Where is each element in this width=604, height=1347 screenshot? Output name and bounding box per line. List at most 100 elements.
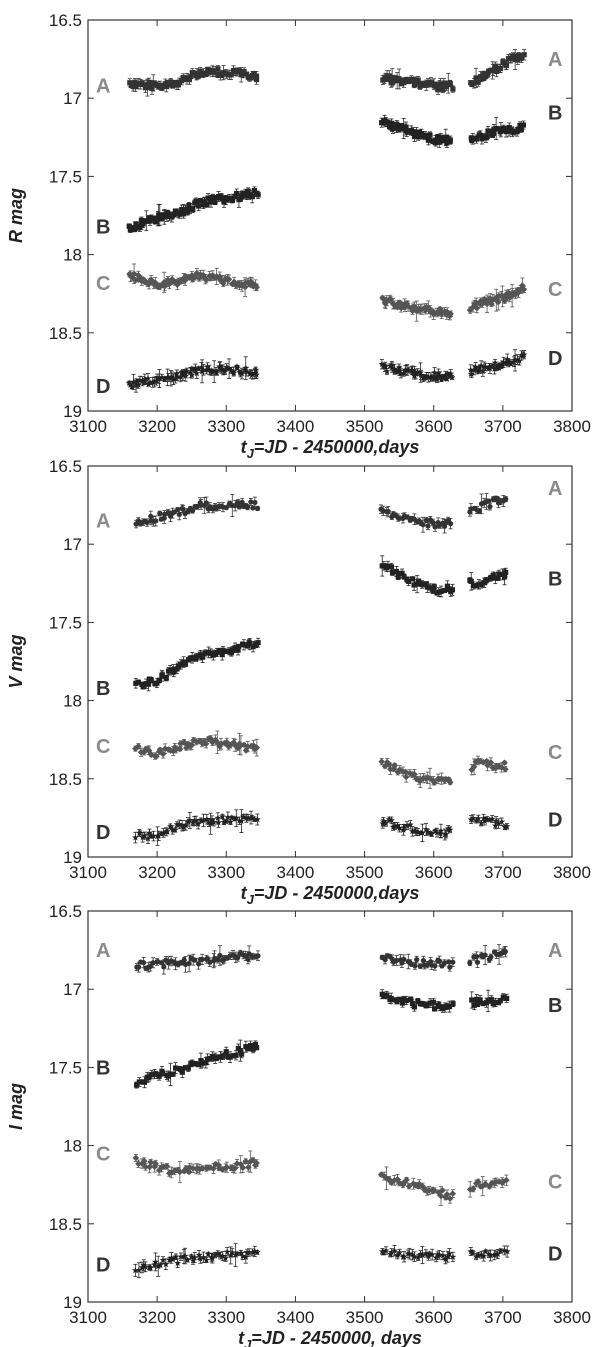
- data-point-b: [133, 221, 139, 227]
- data-point-d: [191, 366, 199, 374]
- data-point-a: [254, 505, 261, 512]
- data-point-d: [128, 383, 136, 390]
- series-label-right-a: A: [548, 49, 562, 71]
- panel-3: 3100 3200 3300 3400 3500 3600 3700 3800 16.5 17 17…: [6, 902, 591, 1347]
- data-point-c: [470, 763, 478, 771]
- data-point-b: [153, 1071, 159, 1077]
- data-point-b: [232, 645, 238, 651]
- data-point-c: [250, 742, 257, 749]
- data-point-a: [450, 959, 456, 965]
- data-point-b: [389, 570, 396, 576]
- data-point-d: [408, 827, 416, 835]
- data-point-c: [135, 271, 142, 279]
- x-tick-label: 3300: [207, 417, 245, 436]
- data-point-d: [244, 814, 252, 821]
- y-tick-label: 19: [63, 848, 82, 867]
- data-point-b: [410, 576, 416, 582]
- x-tick-label: 3200: [138, 1308, 176, 1327]
- data-point-a: [153, 518, 159, 524]
- data-point-c: [443, 308, 451, 316]
- y-tick-label: 18: [63, 1137, 82, 1156]
- data-point-b: [182, 661, 189, 667]
- data-point-d: [145, 380, 152, 388]
- data-point-c: [424, 304, 432, 311]
- data-point-c: [495, 762, 503, 770]
- data-point-d: [489, 362, 497, 369]
- data-point-a: [144, 519, 150, 526]
- data-point-d: [213, 368, 221, 376]
- data-point-a: [473, 75, 479, 81]
- data-point-d: [177, 373, 185, 381]
- data-point-d: [400, 369, 407, 377]
- data-point-b: [415, 134, 421, 140]
- data-point-b: [234, 190, 240, 197]
- data-point-d: [383, 367, 391, 375]
- data-point-a: [215, 66, 221, 72]
- data-point-d: [230, 369, 238, 376]
- series-d: [125, 349, 528, 393]
- data-point-d: [181, 368, 189, 375]
- series-label-left-a: A: [96, 76, 110, 98]
- panel-1: 3100 3200 3300 3400 3500 3600 3700 3800 16.5 17 17…: [6, 11, 591, 461]
- data-point-b: [447, 137, 453, 143]
- data-point-b: [216, 648, 223, 654]
- data-point-b: [232, 193, 238, 199]
- data-point-b: [202, 650, 208, 656]
- data-point-a: [157, 82, 163, 88]
- data-point-d: [238, 817, 245, 825]
- data-point-a: [386, 73, 392, 79]
- data-point-a: [139, 80, 145, 87]
- data-point-c: [132, 276, 139, 284]
- data-point-a: [396, 76, 402, 82]
- data-point-d: [173, 370, 181, 377]
- data-point-a: [393, 957, 400, 964]
- x-tick-label: 3300: [207, 863, 245, 882]
- series-b: [126, 114, 527, 233]
- data-point-b: [186, 203, 192, 209]
- data-point-a: [186, 960, 192, 967]
- data-point-b: [495, 126, 501, 132]
- data-point-d: [169, 375, 177, 383]
- data-point-d: [378, 360, 386, 368]
- data-point-a: [199, 956, 205, 962]
- data-point-b: [200, 654, 206, 660]
- data-point-b: [189, 1060, 195, 1066]
- data-point-c: [209, 272, 217, 279]
- data-point-d: [212, 367, 220, 375]
- data-point-a: [245, 956, 251, 962]
- data-point-d: [188, 365, 196, 372]
- data-point-a: [255, 953, 261, 959]
- data-point-b: [164, 210, 171, 216]
- y-tick-label: 16.5: [49, 11, 82, 30]
- data-point-a: [433, 83, 440, 89]
- data-point-d: [227, 818, 234, 825]
- series-label-left-b: B: [96, 1057, 110, 1079]
- data-point-a: [203, 71, 209, 77]
- data-point-a: [251, 71, 257, 77]
- data-point-c: [200, 738, 208, 746]
- data-point-b: [430, 588, 436, 594]
- data-point-d: [221, 368, 229, 375]
- series-d: [131, 809, 511, 846]
- series-label-right-a: A: [548, 478, 562, 500]
- data-point-d: [194, 365, 202, 372]
- data-point-d: [144, 835, 152, 842]
- series-label-left-a: A: [96, 511, 110, 533]
- data-point-a: [432, 524, 438, 530]
- data-point-a: [420, 958, 426, 964]
- data-point-b: [250, 644, 256, 650]
- series-a: [127, 48, 527, 97]
- data-point-b: [444, 135, 450, 141]
- series-label-left-d: D: [96, 822, 110, 844]
- data-point-d: [498, 818, 506, 825]
- series-label-right-a: A: [548, 940, 562, 962]
- data-point-b: [140, 221, 146, 227]
- y-tick-label: 17: [63, 535, 82, 554]
- data-point-d: [433, 375, 441, 383]
- data-point-d: [197, 363, 205, 371]
- data-point-b: [174, 666, 180, 672]
- data-point-d: [147, 379, 155, 386]
- data-point-c: [390, 765, 398, 773]
- data-point-a: [490, 67, 496, 73]
- data-point-b: [247, 1043, 254, 1049]
